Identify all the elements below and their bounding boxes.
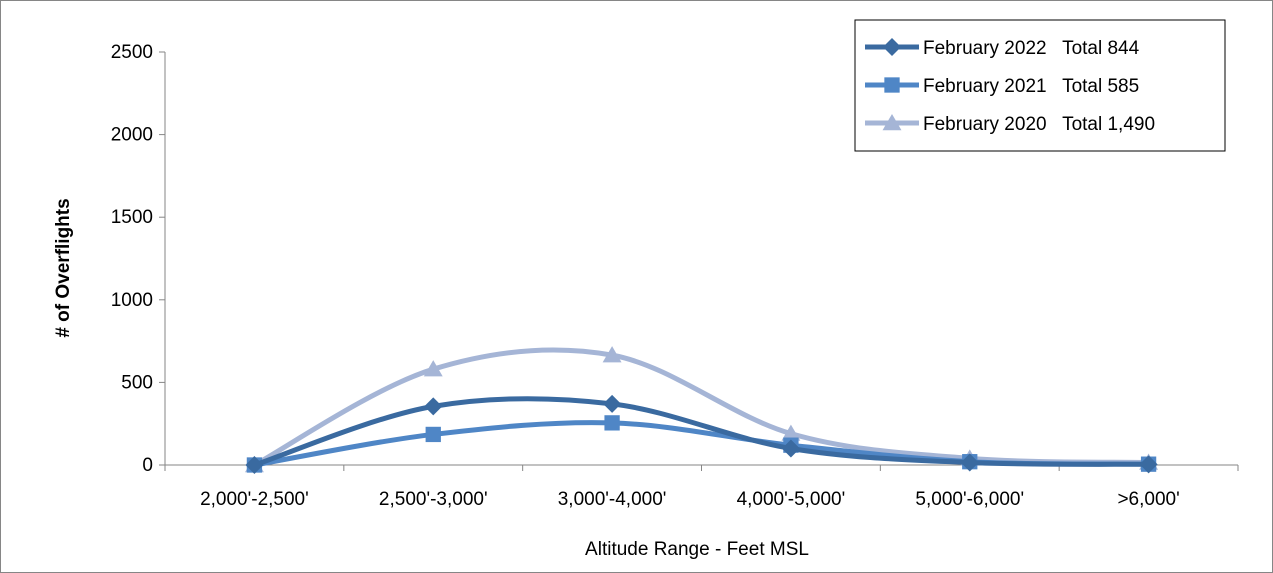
x-tick-label: 2,000'-2,500' xyxy=(200,489,309,510)
y-tick-label: 1500 xyxy=(111,207,153,228)
x-tick-label: 2,500'-3,000' xyxy=(379,489,488,510)
data-point-marker xyxy=(603,394,622,413)
x-tick-labels: 2,000'-2,500' 2,500'-3,000' 3,000'-4,000' 4… xyxy=(200,489,1180,510)
data-point-marker xyxy=(1139,455,1158,474)
data-point-marker xyxy=(960,453,979,472)
data-point-marker xyxy=(425,426,441,443)
data-point-marker xyxy=(424,397,443,416)
y-tick-label: 2000 xyxy=(111,125,153,146)
data-point-marker xyxy=(423,360,443,377)
legend-label: February 2022 Total 844 xyxy=(923,38,1140,59)
legend: February 2022 Total 844 February 2021 Tot… xyxy=(854,19,1226,152)
x-tick-label: 3,000'-4,000' xyxy=(558,489,667,510)
series-triangle-group xyxy=(244,346,1159,473)
data-point-marker xyxy=(604,415,620,431)
x-axis-title: Altitude Range - Feet MSL xyxy=(585,539,809,560)
series-line xyxy=(251,347,1152,468)
data-point-marker xyxy=(602,346,622,363)
data-point-marker xyxy=(781,424,801,441)
y-axis-title: # of Overflights xyxy=(53,198,74,337)
y-tick-label: 0 xyxy=(142,455,153,476)
y-tick-label: 1000 xyxy=(111,290,153,311)
legend-label: February 2020 Total 1,490 xyxy=(923,114,1155,135)
legend-swatch-marker xyxy=(882,114,902,131)
series-line xyxy=(251,396,1152,468)
y-tick-labels: 0 500 1000 1500 2000 2500 xyxy=(111,42,153,476)
series-layer xyxy=(244,346,1159,474)
data-point-marker xyxy=(245,456,264,474)
y-tick-label: 2500 xyxy=(111,42,153,63)
data-point-marker xyxy=(781,439,800,458)
legend-swatch-marker xyxy=(883,38,901,56)
legend-label: February 2021 Total 585 xyxy=(923,76,1139,97)
y-tick-label: 500 xyxy=(121,372,153,393)
x-tick-label: 4,000'-5,000' xyxy=(737,489,846,510)
x-tick-label: >6,000' xyxy=(1117,489,1179,510)
x-tick-label: 5,000'-6,000' xyxy=(915,489,1024,510)
legend-swatch-marker xyxy=(884,77,900,93)
series-diamond-group xyxy=(245,394,1158,474)
